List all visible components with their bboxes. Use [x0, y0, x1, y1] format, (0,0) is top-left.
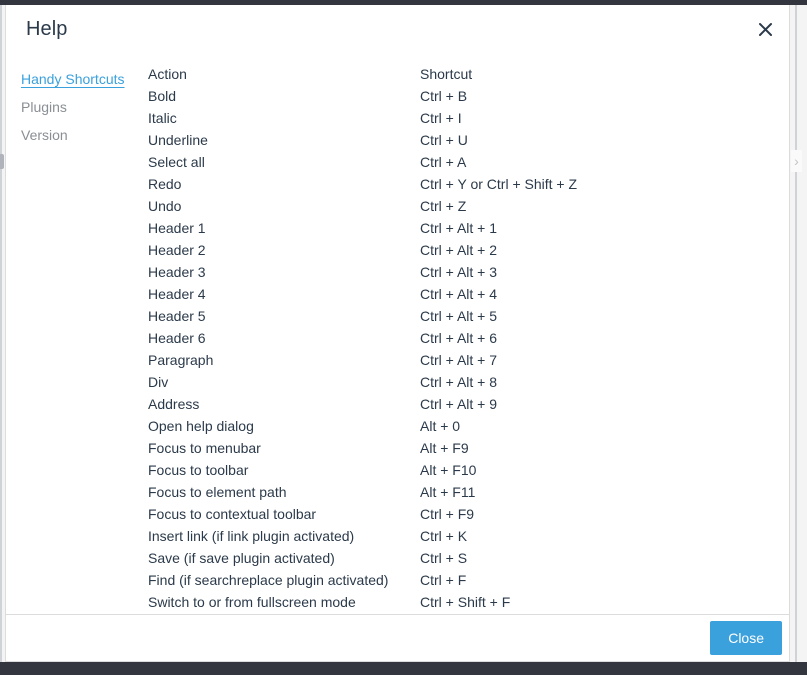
cell-shortcut: Ctrl + U — [420, 132, 468, 148]
table-row: Header 2 Ctrl + Alt + 2 — [148, 239, 789, 261]
table-row: Find (if searchreplace plugin activated)… — [148, 569, 789, 591]
cell-shortcut: Alt + F11 — [420, 484, 476, 500]
dialog-header: Help — [6, 5, 789, 53]
table-row: Insert link (if link plugin activated) Ct… — [148, 525, 789, 547]
help-dialog: Help Handy Shortcuts Plugins Version Act… — [5, 5, 790, 662]
shortcuts-panel: Action Shortcut Bold Ctrl + B Italic Ctrl +… — [148, 53, 789, 614]
table-row: Div Ctrl + Alt + 8 — [148, 371, 789, 393]
left-edge-rail — [0, 5, 2, 662]
table-row: Bold Ctrl + B — [148, 85, 789, 107]
table-row: Underline Ctrl + U — [148, 129, 789, 151]
cell-action: Switch to or from fullscreen mode — [148, 594, 356, 610]
table-row: Paragraph Ctrl + Alt + 7 — [148, 349, 789, 371]
table-row: Focus to contextual toolbar Ctrl + F9 — [148, 503, 789, 525]
table-header: Action Shortcut — [148, 63, 789, 85]
cell-action: Address — [148, 396, 200, 412]
cell-shortcut: Ctrl + Alt + 8 — [420, 374, 498, 390]
table-row: Header 1 Ctrl + Alt + 1 — [148, 217, 789, 239]
close-icon[interactable] — [741, 5, 789, 53]
cell-action: Redo — [148, 176, 182, 192]
cell-action: Paragraph — [148, 352, 214, 368]
table-row: Switch to or from fullscreen mode Ctrl + … — [148, 591, 789, 613]
window-top-bar — [0, 0, 807, 5]
table-row: Select all Ctrl + A — [148, 151, 789, 173]
cell-action: Save (if save plugin activated) — [148, 550, 335, 566]
table-row: Open help dialog Alt + 0 — [148, 415, 789, 437]
cell-shortcut: Ctrl + Alt + 9 — [420, 396, 498, 412]
sidebar-item-plugins[interactable]: Plugins — [21, 99, 67, 115]
cell-shortcut: Ctrl + F9 — [420, 506, 475, 522]
cell-action: Underline — [148, 132, 208, 148]
cell-shortcut: Ctrl + B — [420, 88, 468, 104]
cell-shortcut: Ctrl + Alt + 3 — [420, 264, 498, 280]
cell-action: Select all — [148, 154, 205, 170]
cell-shortcut: Ctrl + Z — [420, 198, 467, 214]
page-title: Help — [26, 17, 68, 40]
cell-action: Div — [148, 374, 169, 390]
cell-shortcut: Ctrl + Alt + 6 — [420, 330, 498, 346]
cell-action: Header 3 — [148, 264, 206, 280]
table-row: Header 5 Ctrl + Alt + 5 — [148, 305, 789, 327]
cell-shortcut: Alt + F10 — [420, 462, 477, 478]
cell-action: Italic — [148, 110, 177, 126]
cell-action: Undo — [148, 198, 182, 214]
table-row: Italic Ctrl + I — [148, 107, 789, 129]
table-row: Header 6 Ctrl + Alt + 6 — [148, 327, 789, 349]
cell-action: Find (if searchreplace plugin activated) — [148, 572, 389, 588]
close-button[interactable]: Close — [710, 621, 782, 655]
table-row: Focus to toolbar Alt + F10 — [148, 459, 789, 481]
table-row: Focus to element path Alt + F11 — [148, 481, 789, 503]
cell-shortcut: Ctrl + Shift + F — [420, 594, 511, 610]
cell-shortcut: Ctrl + F — [420, 572, 467, 588]
table-row: Header 4 Ctrl + Alt + 4 — [148, 283, 789, 305]
dialog-body: Handy Shortcuts Plugins Version Action S… — [6, 53, 789, 614]
table-row: Address Ctrl + Alt + 9 — [148, 393, 789, 415]
shortcuts-table: Action Shortcut Bold Ctrl + B Italic Ctrl +… — [148, 63, 789, 613]
cell-shortcut: Alt + 0 — [420, 418, 461, 434]
cell-action: Open help dialog — [148, 418, 254, 434]
chevron-right-icon[interactable]: › — [791, 150, 802, 172]
cell-shortcut: Ctrl + Y or Ctrl + Shift + Z — [420, 176, 578, 192]
table-row: Redo Ctrl + Y or Ctrl + Shift + Z — [148, 173, 789, 195]
cell-action: Header 2 — [148, 242, 206, 258]
sidebar-item-handy-shortcuts[interactable]: Handy Shortcuts — [21, 71, 125, 87]
cell-shortcut: Ctrl + Alt + 1 — [420, 220, 498, 236]
column-header-shortcut: Shortcut — [420, 66, 473, 82]
cell-action: Header 1 — [148, 220, 206, 236]
cell-action: Header 5 — [148, 308, 206, 324]
table-row: Save (if save plugin activated) Ctrl + S — [148, 547, 789, 569]
table-row: Focus to menubar Alt + F9 — [148, 437, 789, 459]
cell-shortcut: Ctrl + I — [420, 110, 462, 126]
cell-shortcut: Ctrl + A — [420, 154, 467, 170]
table-row: Undo Ctrl + Z — [148, 195, 789, 217]
cell-action: Focus to contextual toolbar — [148, 506, 317, 522]
cell-action: Focus to menubar — [148, 440, 261, 456]
sidebar-item-version[interactable]: Version — [21, 127, 68, 143]
cell-shortcut: Ctrl + Alt + 2 — [420, 242, 498, 258]
cell-action: Header 6 — [148, 330, 206, 346]
cell-shortcut: Ctrl + S — [420, 550, 468, 566]
column-header-action: Action — [148, 66, 187, 82]
dialog-footer: Close — [6, 614, 789, 661]
window-bottom-bar — [0, 662, 807, 675]
cell-action: Bold — [148, 88, 177, 104]
cell-shortcut: Alt + F9 — [420, 440, 469, 456]
table-body: Bold Ctrl + B Italic Ctrl + I Underline Ctrl … — [148, 85, 789, 613]
cell-shortcut: Ctrl + Alt + 4 — [420, 286, 498, 302]
left-panel-drag-handle[interactable] — [0, 154, 4, 169]
table-row: Header 3 Ctrl + Alt + 3 — [148, 261, 789, 283]
cell-action: Focus to toolbar — [148, 462, 249, 478]
cell-action: Insert link (if link plugin activated) — [148, 528, 355, 544]
cell-action: Header 4 — [148, 286, 206, 302]
cell-shortcut: Ctrl + K — [420, 528, 468, 544]
cell-action: Focus to element path — [148, 484, 287, 500]
cell-shortcut: Ctrl + Alt + 5 — [420, 308, 498, 324]
table-header-row: Action Shortcut — [148, 63, 789, 85]
cell-shortcut: Ctrl + Alt + 7 — [420, 352, 498, 368]
right-edge-rail — [795, 5, 797, 662]
dialog-sidebar-nav: Handy Shortcuts Plugins Version — [6, 53, 148, 614]
